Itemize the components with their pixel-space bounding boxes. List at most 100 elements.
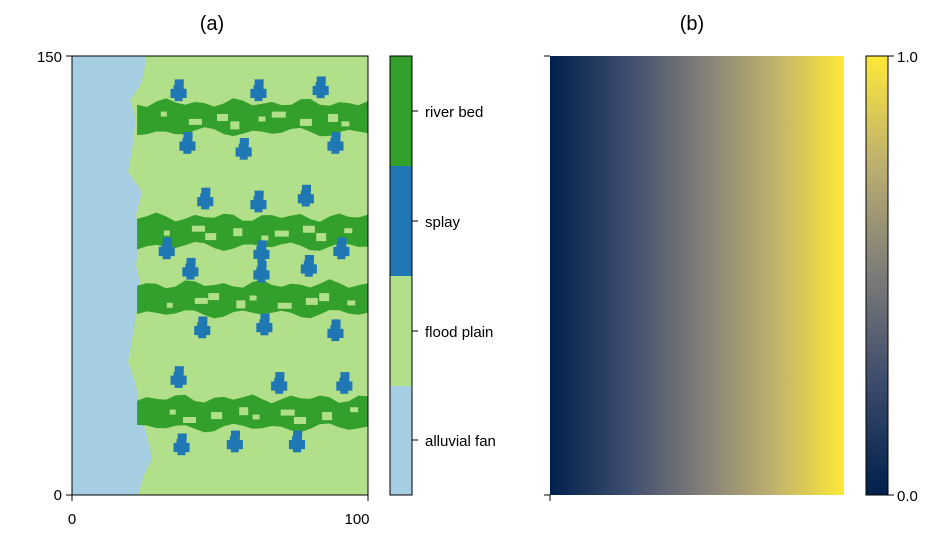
splay-patch xyxy=(336,372,353,394)
splay-patch xyxy=(235,138,252,160)
splay-cell xyxy=(340,387,349,394)
channel-floodplain-pocket xyxy=(322,412,333,421)
splay-cell xyxy=(331,147,340,154)
splay-cell xyxy=(337,237,347,244)
splay-patch xyxy=(333,237,350,260)
splay-cell xyxy=(177,449,186,456)
splay-patch xyxy=(250,79,267,102)
splay-cell xyxy=(174,381,183,388)
splay-patch xyxy=(194,316,211,339)
splay-patch xyxy=(271,372,288,394)
splay-cell xyxy=(253,249,270,259)
value-colorbar: 1.0 0.0 xyxy=(865,49,918,505)
splay-cell xyxy=(198,316,208,323)
splay-cell xyxy=(186,257,196,265)
splay-patch xyxy=(297,184,314,207)
channel-floodplain-pocket xyxy=(328,114,338,122)
splay-patch xyxy=(170,366,187,388)
value-colorbar-fill xyxy=(866,56,888,495)
channel-floodplain-pocket xyxy=(261,235,269,241)
splay-cell xyxy=(254,206,263,213)
map-frame xyxy=(71,55,369,496)
channel-floodplain-pocket xyxy=(236,300,246,309)
river-belt-4 xyxy=(137,394,368,433)
legend-label-splay: splay xyxy=(425,214,461,231)
splay-patch xyxy=(288,430,305,453)
channel-floodplain-pocket xyxy=(252,414,260,420)
channel-floodplain-pocket xyxy=(277,302,292,309)
panel-b-title: (b) xyxy=(680,13,704,35)
splay-cell xyxy=(316,92,325,99)
splay-cell xyxy=(158,246,175,257)
splay-cell xyxy=(235,147,252,157)
splay-patch xyxy=(179,132,196,154)
alluvial-fan-region xyxy=(72,56,152,495)
splay-cell xyxy=(182,267,199,277)
channel-floodplain-pocket xyxy=(163,230,170,236)
splay-cell xyxy=(331,132,341,139)
splay-cell xyxy=(301,200,310,207)
channel-floodplain-pocket xyxy=(316,233,327,242)
colorbar-segment-alluvial-fan xyxy=(390,386,412,495)
splay-cell xyxy=(327,141,344,151)
channel-floodplain-pocket xyxy=(258,116,266,122)
splay-cell xyxy=(194,325,211,336)
splay-cell xyxy=(230,430,240,438)
splay-cell xyxy=(271,381,288,391)
splay-patch xyxy=(250,190,267,213)
splay-cell xyxy=(331,319,341,326)
splay-cell xyxy=(300,264,317,274)
splay-patch xyxy=(256,313,273,336)
splay-cell xyxy=(170,375,187,385)
splay-cell xyxy=(316,76,326,83)
splay-patch xyxy=(158,237,175,260)
splay-cell xyxy=(257,256,266,263)
splay-cell xyxy=(304,270,313,277)
splay-cell xyxy=(183,147,192,154)
colorbar-frame xyxy=(389,55,413,496)
channel-floodplain-pocket xyxy=(205,233,217,241)
channel-floodplain-pocket xyxy=(319,293,330,302)
channel-floodplain-pocket xyxy=(274,230,289,237)
splay-cell xyxy=(197,197,214,207)
colorbar-segment-splay xyxy=(390,166,412,276)
value-colorbar-label-min: 0.0 xyxy=(897,488,918,505)
splay-cell xyxy=(331,335,340,342)
splay-cell xyxy=(198,332,207,339)
splay-cell xyxy=(170,88,187,98)
splay-cell xyxy=(254,79,264,86)
splay-cell xyxy=(297,194,314,204)
channel-floodplain-pocket xyxy=(230,121,240,130)
splay-cell xyxy=(250,200,267,210)
splay-cell xyxy=(173,442,190,453)
splay-patch xyxy=(327,319,344,342)
splay-cell xyxy=(162,237,172,244)
splay-cell xyxy=(250,88,267,98)
splay-cell xyxy=(336,381,353,391)
splay-cell xyxy=(257,260,267,268)
splay-cell xyxy=(275,372,285,379)
channel-floodplain-pocket xyxy=(160,111,167,117)
splay-cell xyxy=(254,95,263,102)
splay-cell xyxy=(230,446,239,453)
splay-cell xyxy=(312,85,329,96)
splay-cell xyxy=(301,184,311,192)
channel-floodplain-pocket xyxy=(271,111,286,118)
splay-patch xyxy=(300,255,317,277)
splay-patch xyxy=(226,430,243,453)
river-bed-band xyxy=(137,212,368,251)
channel-floodplain-pocket xyxy=(217,114,228,121)
splay-patch xyxy=(173,433,190,456)
legend-label-flood-plain: flood plain xyxy=(425,324,493,341)
splay-cell xyxy=(183,132,193,139)
y-tick-label-150: 150 xyxy=(37,49,62,66)
x-tick-label-0: 0 xyxy=(68,511,76,528)
splay-cell xyxy=(337,253,346,260)
channel-floodplain-pocket xyxy=(169,409,176,415)
splay-cell xyxy=(226,440,243,450)
facies-map xyxy=(72,56,368,495)
river-belt-3 xyxy=(137,279,368,319)
splay-cell xyxy=(275,387,284,394)
splay-cell xyxy=(257,240,267,247)
